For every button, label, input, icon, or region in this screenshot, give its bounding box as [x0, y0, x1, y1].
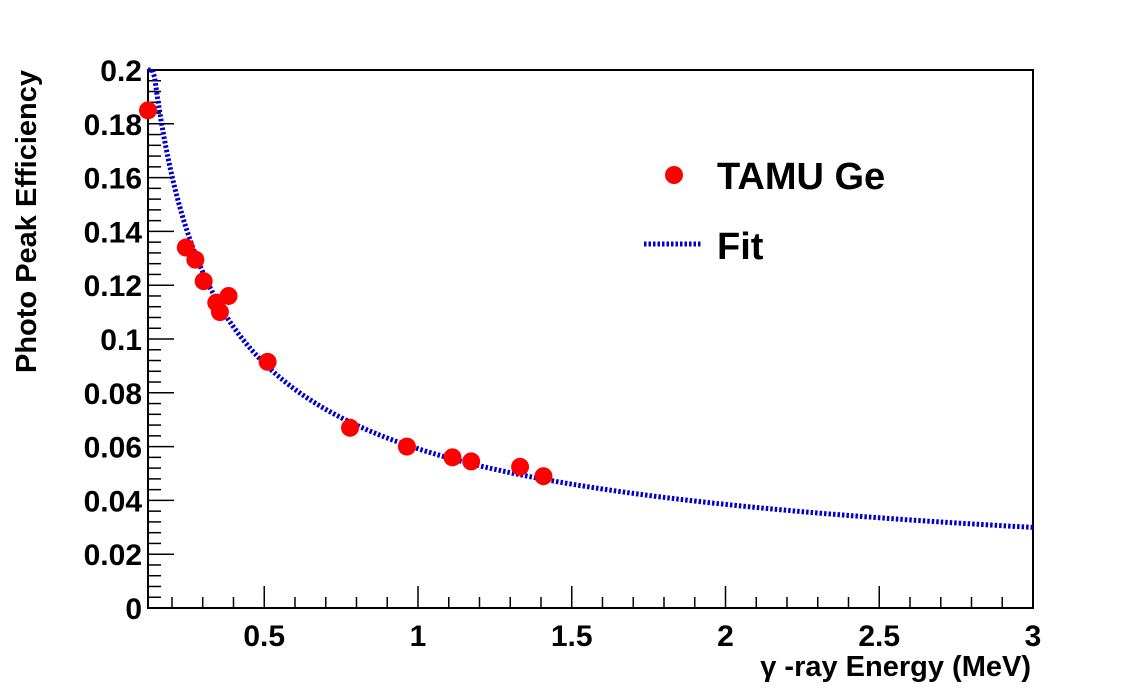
y-tick-label: 0.04: [84, 485, 143, 518]
y-tick-label: 0.2: [100, 55, 142, 88]
fit-curve: [148, 67, 1034, 530]
y-tick-label: 0.06: [84, 432, 142, 465]
data-point: [534, 467, 553, 486]
fit-line: [148, 67, 1034, 530]
y-tick-label: 0: [125, 593, 142, 626]
plot-frame: [147, 69, 1034, 609]
data-point: [443, 448, 462, 467]
legend: TAMU Ge Fit: [644, 156, 885, 268]
data-point: [462, 452, 481, 471]
data-point: [511, 457, 530, 476]
data-point: [139, 101, 157, 120]
x-tick-label: 3: [1025, 620, 1042, 653]
legend-label-tamu-ge: TAMU Ge: [717, 156, 885, 198]
data-point: [397, 437, 416, 456]
x-tick-label: 2: [717, 620, 734, 653]
data-point: [186, 250, 205, 269]
x-axis-label: γ -ray Energy (MeV): [760, 651, 1031, 683]
data-point: [194, 272, 213, 291]
data-point: [341, 418, 360, 437]
y-tick-label: 0.14: [84, 216, 143, 249]
data-points: [139, 101, 553, 486]
y-tick-label: 0.02: [84, 539, 142, 572]
data-point: [219, 286, 238, 305]
x-tick-label: 2.5: [858, 620, 900, 653]
axis-ticks: [148, 69, 1034, 609]
x-tick-label: 0.5: [243, 620, 285, 653]
y-tick-label: 0.18: [84, 109, 142, 142]
y-tick-label: 0.1: [100, 324, 142, 357]
x-tick-label: 1: [410, 620, 427, 653]
tick-labels: 0.5 1 1.5 2 2.5 3 0 0.02 0.04 0.06 0.08 0.1 0.12 0.14…: [84, 55, 1042, 653]
legend-marker-tamu-ge: [665, 166, 683, 184]
data-point: [210, 303, 229, 322]
y-tick-label: 0.12: [84, 270, 142, 303]
y-tick-label: 0.16: [84, 163, 142, 196]
y-tick-label: 0.08: [84, 378, 142, 411]
y-axis-label: Photo Peak Efficiency: [11, 70, 43, 373]
x-tick-label: 1.5: [551, 620, 593, 653]
data-point: [258, 352, 277, 371]
legend-label-fit: Fit: [717, 226, 764, 268]
data-point: [176, 238, 195, 257]
